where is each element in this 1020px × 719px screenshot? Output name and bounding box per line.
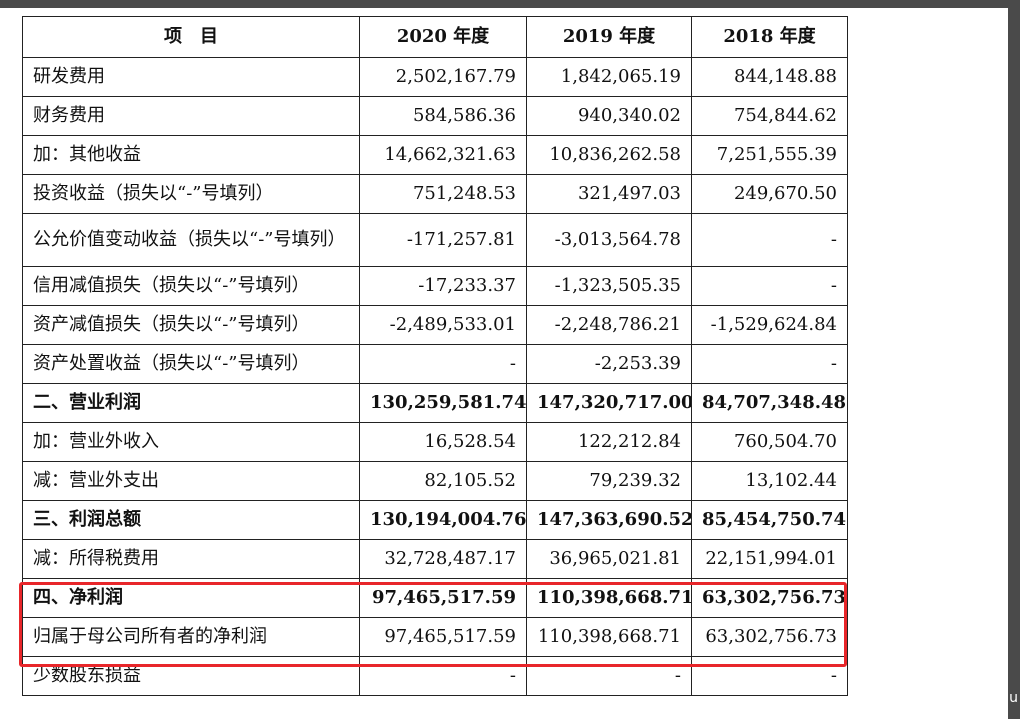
row-label: 加：其他收益 — [22, 135, 360, 175]
value-2018: -1,529,624.84 — [691, 305, 848, 345]
value-2018: 754,844.62 — [691, 96, 848, 136]
header-item: 项 目 — [22, 16, 360, 58]
value-2019: - — [526, 656, 692, 696]
value-2018: 13,102.44 — [691, 461, 848, 501]
viewer-right-gutter — [1008, 8, 1020, 719]
row-label: 资产减值损失（损失以“-”号填列） — [22, 305, 360, 345]
value-2019: -2,248,786.21 — [526, 305, 692, 345]
value-2019: -1,323,505.35 — [526, 266, 692, 306]
table-row: 三、利润总额 130,194,004.76 147,363,690.52 85,454… — [22, 500, 848, 540]
table-row: 加：营业外收入 16,528.54 122,212.84 760,504.70 — [22, 422, 848, 462]
table-row: 减：所得税费用 32,728,487.17 36,965,021.81 22,151,… — [22, 539, 848, 579]
value-2020: 130,259,581.74 — [359, 383, 527, 423]
value-2019: 110,398,668.71 — [526, 578, 692, 618]
edge-text: u — [1009, 690, 1018, 706]
value-2018: 7,251,555.39 — [691, 135, 848, 175]
value-2020: - — [359, 344, 527, 384]
table-header-row: 项 目 2020 年度 2019 年度 2018 年度 — [22, 16, 848, 58]
income-statement-table: 项 目 2020 年度 2019 年度 2018 年度 研发费用 2,502,16… — [22, 16, 848, 696]
table-row: 研发费用 2,502,167.79 1,842,065.19 844,148.88 — [22, 57, 848, 97]
row-label: 研发费用 — [22, 57, 360, 97]
value-2020: 97,465,517.59 — [359, 617, 527, 657]
row-label: 减：营业外支出 — [22, 461, 360, 501]
row-label: 资产处置收益（损失以“-”号填列） — [22, 344, 360, 384]
row-label: 四、净利润 — [22, 578, 360, 618]
header-2019: 2019 年度 — [526, 16, 692, 58]
value-2019: 36,965,021.81 — [526, 539, 692, 579]
row-label: 公允价值变动收益（损失以“-”号填列） — [22, 213, 360, 267]
table-row: 财务费用 584,586.36 940,340.02 754,844.62 — [22, 96, 848, 136]
value-2020: 130,194,004.76 — [359, 500, 527, 540]
value-2018: 22,151,994.01 — [691, 539, 848, 579]
value-2019: 122,212.84 — [526, 422, 692, 462]
table-row: 公允价值变动收益（损失以“-”号填列） -171,257.81 -3,013,564… — [22, 213, 848, 267]
table-row: 加：其他收益 14,662,321.63 10,836,262.58 7,251,55… — [22, 135, 848, 175]
value-2018: 844,148.88 — [691, 57, 848, 97]
value-2019: 110,398,668.71 — [526, 617, 692, 657]
value-2019: 147,320,717.00 — [526, 383, 692, 423]
value-2019: 10,836,262.58 — [526, 135, 692, 175]
row-label: 投资收益（损失以“-”号填列） — [22, 174, 360, 214]
table-row: 资产减值损失（损失以“-”号填列） -2,489,533.01 -2,248,786… — [22, 305, 848, 345]
value-2018: - — [691, 656, 848, 696]
header-2018: 2018 年度 — [691, 16, 848, 58]
row-label: 二、营业利润 — [22, 383, 360, 423]
table-row: 归属于母公司所有者的净利润 97,465,517.59 110,398,668.71… — [22, 617, 848, 657]
table-row: 减：营业外支出 82,105.52 79,239.32 13,102.44 — [22, 461, 848, 501]
value-2018: - — [691, 344, 848, 384]
value-2018: 760,504.70 — [691, 422, 848, 462]
value-2018: - — [691, 266, 848, 306]
value-2019: -2,253.39 — [526, 344, 692, 384]
value-2018: - — [691, 213, 848, 267]
value-2019: 940,340.02 — [526, 96, 692, 136]
value-2018: 84,707,348.48 — [691, 383, 848, 423]
value-2020: 32,728,487.17 — [359, 539, 527, 579]
table-row: 信用减值损失（损失以“-”号填列） -17,233.37 -1,323,505.35… — [22, 266, 848, 306]
row-label: 归属于母公司所有者的净利润 — [22, 617, 360, 657]
value-2020: -2,489,533.01 — [359, 305, 527, 345]
value-2020: 16,528.54 — [359, 422, 527, 462]
table-row: 资产处置收益（损失以“-”号填列） - -2,253.39- — [22, 344, 848, 384]
value-2020: - — [359, 656, 527, 696]
row-label: 减：所得税费用 — [22, 539, 360, 579]
value-2020: 14,662,321.63 — [359, 135, 527, 175]
row-label: 信用减值损失（损失以“-”号填列） — [22, 266, 360, 306]
row-label: 三、利润总额 — [22, 500, 360, 540]
viewer-top-bar — [0, 0, 1020, 8]
value-2020: 97,465,517.59 — [359, 578, 527, 618]
value-2020: 82,105.52 — [359, 461, 527, 501]
value-2019: -3,013,564.78 — [526, 213, 692, 267]
value-2018: 63,302,756.73 — [691, 578, 848, 618]
table-row: 四、净利润 97,465,517.59 110,398,668.71 63,302,7… — [22, 578, 848, 618]
value-2020: 2,502,167.79 — [359, 57, 527, 97]
value-2020: -17,233.37 — [359, 266, 527, 306]
value-2019: 79,239.32 — [526, 461, 692, 501]
value-2018: 85,454,750.74 — [691, 500, 848, 540]
value-2020: 751,248.53 — [359, 174, 527, 214]
table-row: 投资收益（损失以“-”号填列） 751,248.53 321,497.03 249,6… — [22, 174, 848, 214]
row-label: 财务费用 — [22, 96, 360, 136]
value-2020: -171,257.81 — [359, 213, 527, 267]
value-2018: 63,302,756.73 — [691, 617, 848, 657]
value-2018: 249,670.50 — [691, 174, 848, 214]
value-2019: 321,497.03 — [526, 174, 692, 214]
table-row: 二、营业利润 130,259,581.74 147,320,717.00 84,707… — [22, 383, 848, 423]
table-row: 少数股东损益 - - - — [22, 656, 848, 696]
row-label: 少数股东损益 — [22, 656, 360, 696]
row-label: 加：营业外收入 — [22, 422, 360, 462]
value-2019: 1,842,065.19 — [526, 57, 692, 97]
value-2020: 584,586.36 — [359, 96, 527, 136]
header-2020: 2020 年度 — [359, 16, 527, 58]
value-2019: 147,363,690.52 — [526, 500, 692, 540]
